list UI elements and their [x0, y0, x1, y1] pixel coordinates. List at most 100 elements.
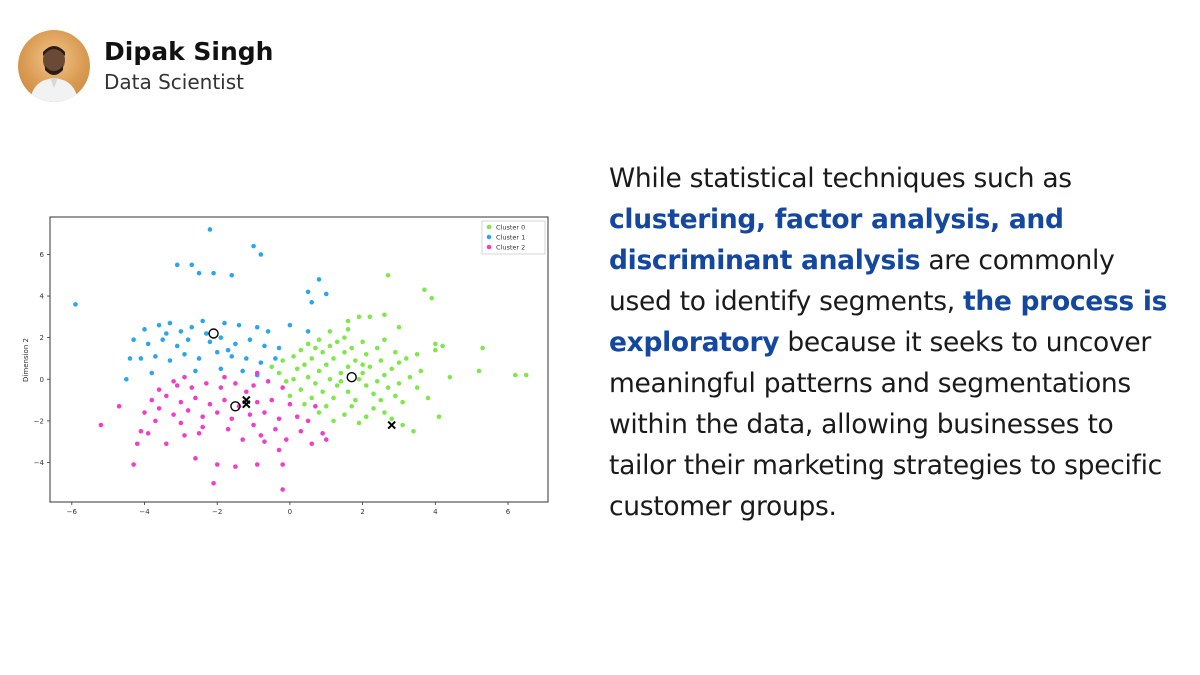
point-cluster-0 — [349, 345, 355, 351]
point-cluster-1 — [240, 368, 245, 374]
point-cluster-0 — [287, 393, 293, 399]
point-cluster-2 — [258, 433, 264, 438]
point-cluster-0 — [425, 395, 431, 401]
point-cluster-2 — [171, 379, 176, 384]
point-cluster-2 — [131, 462, 136, 467]
point-cluster-1 — [218, 335, 224, 340]
point-cluster-0 — [436, 414, 442, 420]
point-cluster-1 — [138, 356, 144, 361]
point-cluster-2 — [233, 381, 238, 386]
point-cluster-2 — [254, 399, 260, 405]
point-cluster-1 — [287, 322, 293, 328]
point-cluster-0 — [316, 368, 322, 374]
point-cluster-2 — [189, 385, 195, 390]
point-cluster-1 — [309, 299, 315, 305]
point-cluster-2 — [200, 424, 205, 430]
point-cluster-0 — [345, 327, 351, 332]
point-cluster-0 — [389, 366, 394, 372]
point-cluster-2 — [229, 416, 235, 422]
point-cluster-0 — [367, 314, 373, 320]
point-cluster-2 — [276, 447, 282, 453]
point-cluster-1 — [316, 277, 322, 282]
point-cluster-0 — [403, 356, 409, 361]
point-cluster-0 — [363, 351, 369, 357]
point-cluster-0 — [407, 374, 413, 380]
legend: Cluster 0 Cluster 1 Cluster 2 — [481, 220, 546, 255]
point-cluster-2 — [280, 462, 285, 467]
point-cluster-2 — [138, 428, 144, 434]
point-cluster-0 — [356, 314, 362, 320]
point-cluster-1 — [218, 366, 224, 372]
point-cluster-0 — [276, 370, 282, 376]
point-cluster-2 — [196, 431, 202, 436]
point-cluster-1 — [174, 262, 180, 268]
point-cluster-0 — [320, 349, 325, 355]
point-cluster-2 — [222, 397, 227, 403]
y-tick-label: 0 — [40, 376, 44, 384]
point-cluster-1 — [236, 322, 242, 328]
point-cluster-0 — [316, 337, 322, 343]
point-cluster-0 — [382, 410, 387, 415]
point-cluster-2 — [305, 418, 311, 424]
point-cluster-1 — [222, 320, 227, 326]
point-cluster-0 — [342, 335, 347, 340]
point-cluster-1 — [185, 337, 191, 343]
plot-frame — [49, 216, 549, 503]
point-cluster-2 — [280, 487, 285, 492]
point-cluster-0 — [280, 358, 285, 363]
point-cluster-2 — [178, 420, 184, 426]
point-cluster-1 — [276, 345, 282, 351]
point-cluster-1 — [247, 337, 253, 343]
point-cluster-0 — [512, 372, 518, 378]
legend-box — [481, 220, 546, 255]
point-cluster-0 — [342, 349, 347, 355]
point-cluster-1 — [204, 331, 209, 336]
point-cluster-1 — [265, 329, 271, 334]
point-cluster-1 — [258, 252, 264, 257]
point-cluster-0 — [396, 381, 402, 386]
point-cluster-1 — [164, 331, 169, 336]
circle-marker — [208, 328, 219, 339]
series-layer — [73, 227, 529, 492]
point-cluster-0 — [363, 414, 369, 420]
point-cluster-2 — [145, 431, 151, 436]
point-cluster-0 — [323, 362, 329, 368]
author-name: Dipak Singh — [104, 37, 274, 66]
point-cluster-2 — [283, 437, 289, 442]
y-tick-label: 2 — [40, 334, 44, 342]
point-cluster-1 — [305, 289, 311, 295]
point-cluster-0 — [331, 418, 336, 424]
point-cluster-0 — [414, 351, 420, 357]
point-cluster-0 — [345, 389, 351, 395]
point-cluster-0 — [331, 395, 336, 401]
point-cluster-0 — [400, 422, 405, 428]
legend-label: Cluster 0 — [496, 224, 525, 232]
point-cluster-0 — [400, 399, 405, 405]
point-cluster-1 — [211, 270, 216, 276]
point-cluster-1 — [149, 370, 155, 376]
point-cluster-1 — [207, 227, 213, 232]
point-cluster-1 — [167, 320, 173, 326]
point-cluster-2 — [265, 379, 271, 384]
point-cluster-2 — [214, 410, 220, 415]
point-cluster-1 — [142, 327, 147, 332]
point-cluster-1 — [127, 356, 133, 361]
point-cluster-0 — [334, 339, 340, 345]
point-cluster-0 — [389, 416, 394, 422]
point-cluster-2 — [294, 414, 300, 420]
point-cluster-2 — [193, 456, 198, 461]
point-cluster-0 — [523, 372, 529, 378]
point-cluster-0 — [378, 397, 384, 403]
x-tick-label: 0 — [288, 508, 292, 516]
point-cluster-2 — [98, 422, 104, 428]
point-cluster-2 — [309, 441, 315, 447]
point-cluster-2 — [156, 387, 162, 392]
point-cluster-0 — [396, 324, 402, 330]
point-cluster-1 — [193, 368, 198, 374]
avatar[interactable] — [18, 30, 90, 102]
point-cluster-2 — [287, 401, 293, 407]
y-tick-label: −4 — [34, 459, 45, 467]
legend-label: Cluster 1 — [496, 234, 525, 242]
x-tick-label: −4 — [139, 508, 150, 516]
point-cluster-0 — [316, 410, 322, 415]
